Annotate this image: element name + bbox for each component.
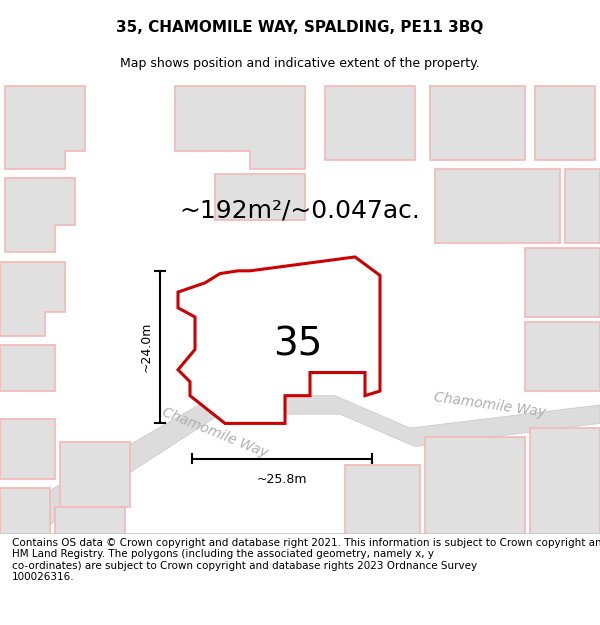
Polygon shape bbox=[425, 438, 525, 534]
Polygon shape bbox=[345, 465, 420, 534]
Polygon shape bbox=[430, 86, 525, 160]
Text: Contains OS data © Crown copyright and database right 2021. This information is : Contains OS data © Crown copyright and d… bbox=[12, 538, 600, 582]
Polygon shape bbox=[5, 178, 75, 252]
Polygon shape bbox=[175, 86, 305, 169]
Polygon shape bbox=[435, 169, 560, 243]
Text: ~25.8m: ~25.8m bbox=[257, 473, 307, 486]
Text: Chamomile Way: Chamomile Way bbox=[160, 405, 270, 460]
Text: 35: 35 bbox=[274, 326, 323, 364]
Polygon shape bbox=[0, 262, 65, 336]
Text: Chamomile Way: Chamomile Way bbox=[433, 390, 547, 420]
Polygon shape bbox=[530, 428, 600, 534]
Polygon shape bbox=[60, 442, 130, 507]
Polygon shape bbox=[5, 86, 85, 169]
Polygon shape bbox=[55, 507, 125, 534]
Polygon shape bbox=[525, 248, 600, 317]
Polygon shape bbox=[215, 174, 305, 220]
Text: ~192m²/~0.047ac.: ~192m²/~0.047ac. bbox=[179, 199, 421, 222]
Text: Map shows position and indicative extent of the property.: Map shows position and indicative extent… bbox=[120, 57, 480, 70]
Polygon shape bbox=[325, 86, 415, 160]
Polygon shape bbox=[565, 169, 600, 243]
Polygon shape bbox=[0, 345, 55, 391]
Polygon shape bbox=[535, 86, 595, 160]
Polygon shape bbox=[0, 488, 50, 534]
Text: ~24.0m: ~24.0m bbox=[139, 322, 152, 372]
Polygon shape bbox=[178, 257, 380, 423]
Polygon shape bbox=[0, 419, 55, 479]
Polygon shape bbox=[525, 322, 600, 391]
Text: 35, CHAMOMILE WAY, SPALDING, PE11 3BQ: 35, CHAMOMILE WAY, SPALDING, PE11 3BQ bbox=[116, 20, 484, 35]
Polygon shape bbox=[0, 396, 600, 534]
